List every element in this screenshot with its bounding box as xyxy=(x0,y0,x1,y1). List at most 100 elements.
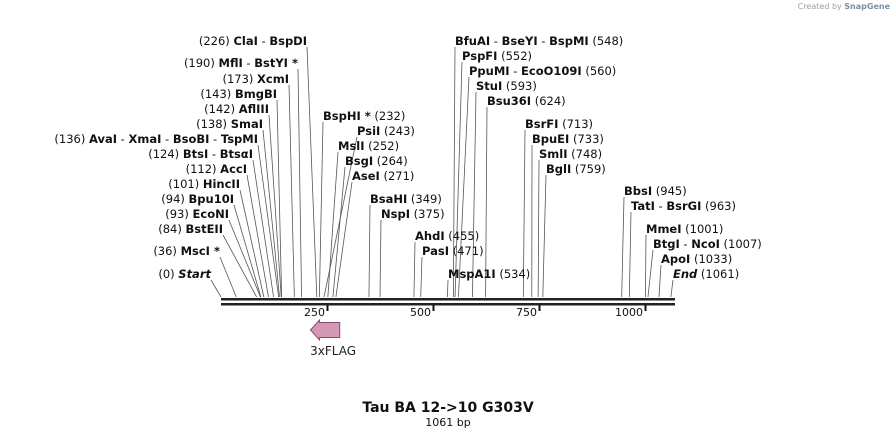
enzyme-name: BsoBI xyxy=(173,132,210,146)
position-label: (552) xyxy=(497,49,532,63)
position-label: (534) xyxy=(496,267,531,281)
site-msli[interactable]: MslI (252) xyxy=(338,139,399,153)
site-psii[interactable]: PsiI (243) xyxy=(357,124,415,138)
site-econi[interactable]: (93) EcoNI xyxy=(165,207,229,221)
site-ahdi[interactable]: AhdI (455) xyxy=(415,229,479,243)
site-end[interactable]: End (1061) xyxy=(673,267,739,281)
site-avai-xmai-bsobi-tspmi[interactable]: (136) AvaI - XmaI - BsoBI - TspMI xyxy=(54,132,258,146)
site-bbsi[interactable]: BbsI (945) xyxy=(624,184,687,198)
enzyme-name: Bpu10I xyxy=(189,192,234,206)
site-msci[interactable]: (36) MscI * xyxy=(153,244,220,258)
site-smli[interactable]: SmlI (748) xyxy=(539,147,602,161)
position-label: (1007) xyxy=(720,237,762,251)
site-bsahi[interactable]: BsaHI (349) xyxy=(370,192,442,206)
site-ppumi-ecoo109i[interactable]: PpuMI - EcoO109I (560) xyxy=(469,64,616,78)
site-asei[interactable]: AseI (271) xyxy=(352,169,414,183)
tick-mark-750 xyxy=(539,305,541,311)
enzyme-name: AccI xyxy=(220,162,247,176)
leader-pasi xyxy=(421,257,422,297)
enzyme-name: BpuEI xyxy=(532,132,569,146)
site-clai-bspdi[interactable]: (226) ClaI - BspDI xyxy=(199,34,307,48)
enzyme-name: PpuMI xyxy=(469,64,510,78)
leader-bsahi xyxy=(369,205,370,297)
site-bsteii[interactable]: (84) BstEII xyxy=(158,222,223,236)
enzyme-name: BspHI xyxy=(323,109,361,123)
leader-ahdi xyxy=(414,242,415,297)
enzyme-name: MflI xyxy=(219,56,243,70)
leader-clai-bspdi xyxy=(307,47,317,297)
site-nspi[interactable]: NspI (375) xyxy=(381,207,445,221)
site-bgli[interactable]: BglI (759) xyxy=(546,162,606,176)
site-afliii[interactable]: (142) AflIII xyxy=(204,102,269,116)
position-label: (143) xyxy=(200,87,235,101)
leader-btgi-ncoi xyxy=(648,250,653,297)
feature-label-3xflag: 3xFLAG xyxy=(310,344,356,358)
site-btgi-ncoi[interactable]: BtgI - NcoI (1007) xyxy=(653,237,762,251)
site-bsphi[interactable]: BspHI * (232) xyxy=(323,109,405,123)
leader-bgli xyxy=(543,175,546,297)
tick-label-750: 750 xyxy=(516,306,537,319)
site-pspfi[interactable]: PspFI (552) xyxy=(462,49,532,63)
name-separator: - xyxy=(208,147,219,161)
position-label: (138) xyxy=(196,117,231,131)
enzyme-name: BtsI xyxy=(183,147,208,161)
tick-mark-500 xyxy=(433,305,435,311)
enzyme-name: MspA1I xyxy=(448,267,496,281)
site-pasi[interactable]: PasI (471) xyxy=(422,244,484,258)
credit-prefix: Created by xyxy=(798,2,842,11)
site-smai[interactable]: (138) SmaI xyxy=(196,117,263,131)
enzyme-name: BglI xyxy=(546,162,571,176)
leader-econi xyxy=(229,220,260,297)
site-bsrfi[interactable]: BsrFI (713) xyxy=(525,117,593,131)
site-mfli-bstyi[interactable]: (190) MflI - BstYI * xyxy=(184,56,298,70)
enzyme-name: BstEII xyxy=(185,222,223,236)
position-label: (252) xyxy=(365,139,400,153)
enzyme-name: BtsαI xyxy=(220,147,253,161)
site-bfuai-bseyi-bspmi[interactable]: BfuAI - BseYI - BspMI (548) xyxy=(455,34,623,48)
site-xcmi[interactable]: (173) XcmI xyxy=(222,72,289,86)
enzyme-name: Bsu36I xyxy=(487,94,531,108)
position-label: (226) xyxy=(199,34,234,48)
map-title: Tau BA 12->10 G303V xyxy=(362,400,534,416)
enzyme-name: PsiI xyxy=(357,124,380,138)
leader-xcmi xyxy=(289,85,294,297)
site-bmgbi[interactable]: (143) BmgBI xyxy=(200,87,277,101)
site-mspa1i[interactable]: MspA1I (534) xyxy=(448,267,530,281)
position-label: (349) xyxy=(407,192,442,206)
position-label: (455) xyxy=(445,229,480,243)
position-label: (271) xyxy=(380,169,415,183)
enzyme-name: EcoNI xyxy=(193,207,229,221)
site-stui[interactable]: StuI (593) xyxy=(476,79,537,93)
enzyme-name: TatI xyxy=(631,199,655,213)
site-tati-bsrgi[interactable]: TatI - BsrGI (963) xyxy=(631,199,736,213)
position-label: (375) xyxy=(410,207,445,221)
enzyme-name: BfuAI xyxy=(455,34,490,48)
site-btsi-bts-i[interactable]: (124) BtsI - BtsαI xyxy=(148,147,253,161)
enzyme-name: XcmI xyxy=(257,72,289,86)
map-length: 1061 bp xyxy=(425,416,470,429)
position-label: (36) xyxy=(153,244,180,258)
enzyme-name: NcoI xyxy=(691,237,720,251)
site-bpuei[interactable]: BpuEI (733) xyxy=(532,132,604,146)
star-marker: * xyxy=(210,244,220,258)
site-labels: (226) ClaI - BspDI (190) MflI - BstYI * (1… xyxy=(54,34,761,281)
enzyme-name: BstYI xyxy=(254,56,288,70)
leader-apoi xyxy=(659,265,661,297)
enzyme-name: ApoI xyxy=(661,252,690,266)
site-bsu36i[interactable]: Bsu36I (624) xyxy=(487,94,566,108)
site-bsgi[interactable]: BsgI (264) xyxy=(345,154,408,168)
backbone-bottom-strand xyxy=(221,303,675,306)
enzyme-name: SmaI xyxy=(231,117,263,131)
leader-msci xyxy=(220,257,236,297)
site-mmei[interactable]: MmeI (1001) xyxy=(646,222,723,236)
feature-arrow-3xflag[interactable] xyxy=(310,320,339,340)
site-apoi[interactable]: ApoI (1033) xyxy=(661,252,732,266)
enzyme-name: BspDI xyxy=(269,34,307,48)
site-acci[interactable]: (112) AccI xyxy=(186,162,247,176)
site-bpu10i[interactable]: (94) Bpu10I xyxy=(161,192,234,206)
leader-smli xyxy=(538,160,539,297)
leader-nspi xyxy=(380,220,381,297)
site-start[interactable]: (0) Start xyxy=(158,267,211,281)
site-hincii[interactable]: (101) HincII xyxy=(168,177,240,191)
